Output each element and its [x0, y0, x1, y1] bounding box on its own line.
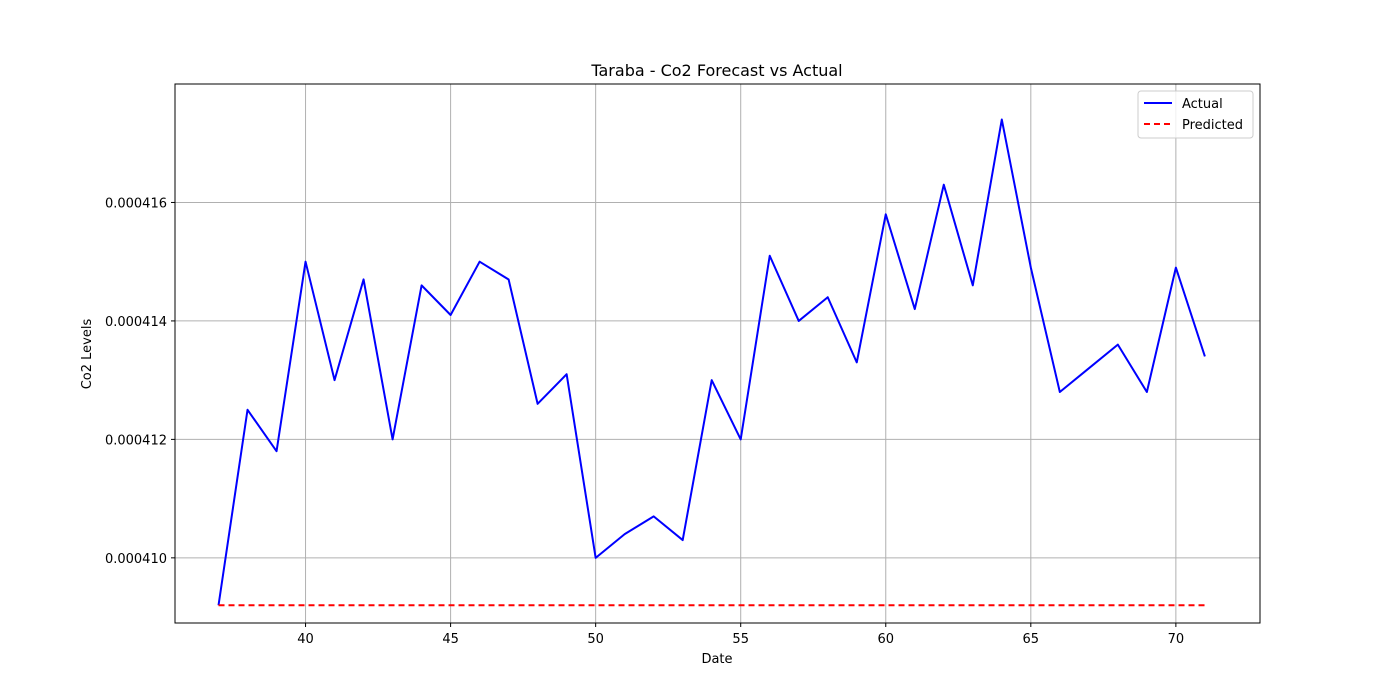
y-tick-label: 0.000414 — [105, 315, 167, 330]
y-tick-label: 0.000412 — [105, 433, 167, 448]
x-axis-title: Date — [701, 652, 732, 667]
x-tick-label: 60 — [877, 632, 894, 647]
x-tick-label: 50 — [587, 632, 604, 647]
y-tick-label: 0.000410 — [105, 552, 167, 567]
x-tick-label: 40 — [297, 632, 314, 647]
x-tick-label: 65 — [1023, 632, 1040, 647]
chart-title: Taraba - Co2 Forecast vs Actual — [590, 61, 842, 80]
y-axis-ticks: 0.000410 0.000412 0.000414 0.000416 — [105, 196, 175, 567]
x-tick-label: 55 — [732, 632, 749, 647]
legend-label-actual: Actual — [1182, 97, 1223, 112]
x-axis-ticks: 40 45 50 55 60 65 70 — [297, 623, 1184, 647]
plot-frame — [174, 83, 1261, 624]
x-tick-label: 70 — [1168, 632, 1185, 647]
grid — [175, 84, 1260, 623]
x-tick-label: 45 — [442, 632, 459, 647]
y-tick-label: 0.000416 — [105, 196, 167, 211]
series-line-actual — [217, 118, 1206, 606]
series-layer — [217, 118, 1206, 607]
legend: Actual Predicted — [1137, 90, 1254, 139]
legend-label-predicted: Predicted — [1182, 118, 1243, 133]
y-axis-title: Co2 Levels — [80, 319, 95, 390]
